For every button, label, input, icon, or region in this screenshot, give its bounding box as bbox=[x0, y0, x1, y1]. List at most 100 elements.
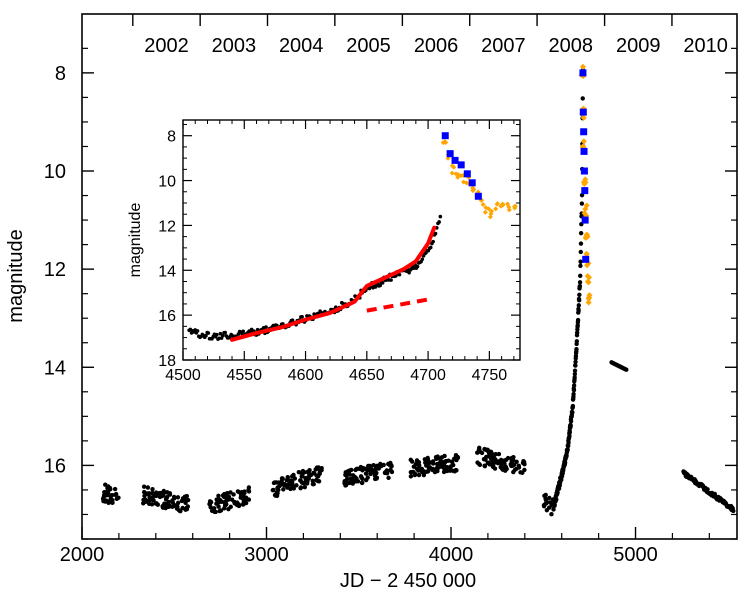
main-observation-point bbox=[357, 466, 362, 471]
main-y-tick-label: 8 bbox=[55, 63, 66, 85]
main-observation-point bbox=[108, 496, 114, 501]
main-observation-point bbox=[222, 501, 228, 506]
main-observation-point bbox=[544, 501, 549, 506]
main-observation-point bbox=[150, 486, 155, 492]
main-observation-point bbox=[217, 497, 223, 503]
main-observation-point bbox=[489, 453, 494, 459]
main-rise-point bbox=[572, 371, 578, 377]
main-observation-point bbox=[143, 499, 148, 504]
inset-observation-point bbox=[428, 245, 433, 250]
inset-blue-square bbox=[451, 156, 459, 164]
main-observation-point bbox=[277, 483, 282, 489]
main-observation-point bbox=[164, 496, 169, 501]
main-orange-point bbox=[582, 206, 589, 213]
main-rise-point bbox=[562, 460, 568, 465]
main-observation-point bbox=[451, 462, 456, 468]
main-observation-point bbox=[175, 500, 181, 506]
inset-orange-point bbox=[486, 206, 492, 212]
main-observation-point bbox=[386, 475, 391, 481]
inset-y-tick-label: 8 bbox=[167, 129, 176, 146]
inset-y-tick-label: 16 bbox=[158, 308, 176, 325]
main-rise-point bbox=[576, 303, 581, 308]
main-observation-point bbox=[172, 495, 177, 501]
main-observation-point bbox=[141, 489, 147, 495]
main-observation-point bbox=[292, 476, 298, 481]
main-observation-point bbox=[145, 485, 151, 490]
main-observation-point bbox=[178, 508, 183, 514]
inset-orange-point bbox=[471, 186, 477, 192]
main-observation-point bbox=[109, 492, 115, 498]
main-observation-point bbox=[271, 480, 277, 486]
main-observation-point bbox=[441, 463, 447, 468]
inset-observation-point bbox=[300, 314, 304, 319]
main-y-tick-label: 16 bbox=[44, 455, 66, 477]
inset-orange-point bbox=[453, 171, 459, 177]
main-observation-point bbox=[408, 469, 414, 475]
main-observation-point bbox=[316, 465, 321, 470]
main-observation-point bbox=[383, 470, 388, 475]
main-y-tick-label: 10 bbox=[44, 161, 66, 183]
inset-orange-point bbox=[482, 209, 488, 215]
main-observation-point bbox=[518, 470, 523, 475]
inset-blue-square bbox=[463, 170, 471, 178]
main-observation-point bbox=[185, 504, 191, 509]
main-rise-point bbox=[568, 423, 573, 429]
main-observation-point bbox=[225, 490, 230, 496]
main-observation-point bbox=[308, 472, 314, 478]
main-rise-point bbox=[576, 298, 582, 303]
main-plot-frame bbox=[81, 13, 738, 540]
inset-orange-point bbox=[451, 164, 457, 170]
inset-orange-point bbox=[506, 204, 512, 210]
main-observation-point bbox=[315, 474, 321, 479]
main-orange-point bbox=[582, 234, 589, 241]
inset-observation-point bbox=[241, 329, 246, 334]
main-observation-point bbox=[232, 499, 237, 505]
main-y-tick-label: 14 bbox=[44, 357, 66, 379]
main-observation-point bbox=[298, 485, 303, 491]
main-observation-point bbox=[425, 469, 431, 474]
inset-plot-frame bbox=[182, 119, 521, 361]
main-observation-point bbox=[272, 492, 278, 498]
main-observation-point bbox=[283, 483, 289, 488]
main-rise-point bbox=[574, 339, 580, 344]
main-observation-point bbox=[422, 457, 428, 462]
inset-blue-square bbox=[457, 161, 465, 169]
main-observation-point bbox=[488, 449, 494, 455]
inset-orange-point bbox=[495, 201, 501, 207]
main-rise-point bbox=[567, 430, 573, 435]
main-observation-point bbox=[511, 454, 516, 460]
main-rise-point bbox=[570, 403, 576, 409]
main-rise-point bbox=[580, 96, 585, 101]
inset-blue-square bbox=[468, 179, 476, 187]
inset-orange-point bbox=[488, 211, 494, 217]
main-plateau-point bbox=[624, 367, 629, 372]
main-blue-square bbox=[581, 187, 589, 195]
main-observation-point bbox=[213, 509, 218, 515]
inset-data bbox=[187, 132, 518, 342]
main-observation-point bbox=[443, 458, 449, 464]
inset-orange-point bbox=[443, 140, 449, 146]
inset-observation-point bbox=[431, 239, 435, 244]
inset-observation-point bbox=[206, 331, 211, 335]
inset-x-tick-label: 4600 bbox=[288, 367, 324, 384]
main-observation-point bbox=[379, 463, 384, 469]
main-observation-point bbox=[432, 469, 438, 474]
inset-observation-point bbox=[255, 327, 260, 332]
inset-x-tick-label: 4550 bbox=[226, 367, 262, 384]
main-observation-point bbox=[360, 476, 365, 481]
main-observation-point bbox=[296, 469, 302, 475]
main-orange-point bbox=[584, 262, 591, 269]
main-observation-point bbox=[421, 469, 426, 474]
main-observation-point bbox=[359, 480, 365, 486]
main-observation-point bbox=[236, 503, 242, 509]
main-observation-point bbox=[344, 476, 350, 482]
main-observation-point bbox=[477, 461, 482, 467]
main-observation-point bbox=[354, 476, 359, 481]
main-rise-point bbox=[572, 368, 578, 373]
main-rise-point bbox=[554, 497, 559, 502]
main-orange-point bbox=[579, 63, 586, 70]
inset-observation-point bbox=[195, 329, 200, 333]
main-observation-point bbox=[441, 469, 447, 475]
year-label: 2004 bbox=[279, 35, 324, 57]
